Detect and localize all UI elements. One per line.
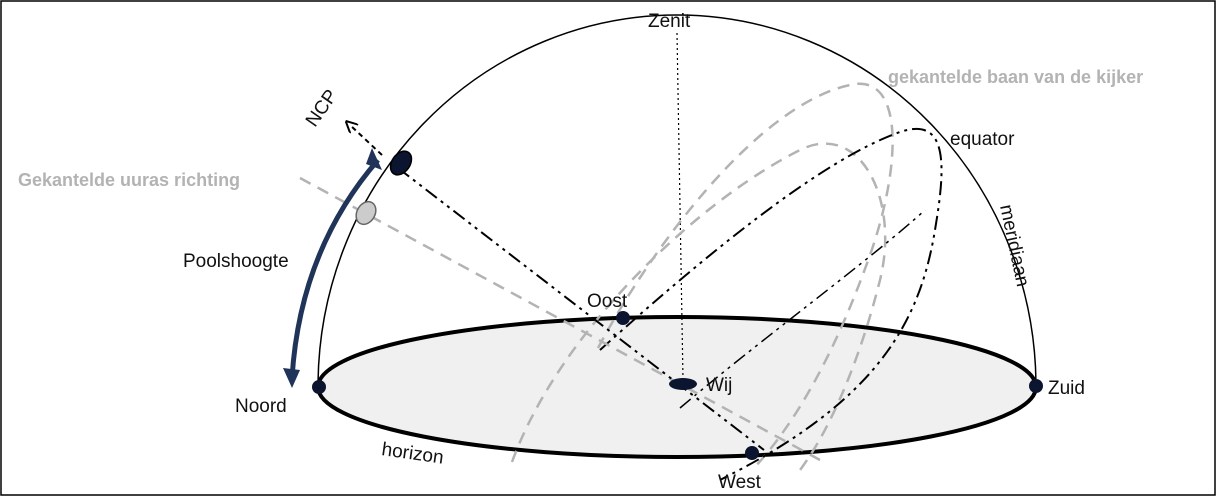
pole-height-label: Poolshoogte xyxy=(183,251,289,272)
tilted-observer-path-back xyxy=(510,142,887,471)
celestial-equator-inner xyxy=(679,209,926,409)
pole-height-arrow-head-top xyxy=(366,148,382,170)
tilted-hour-axis-label: Gekantelde uuras richting xyxy=(18,170,240,190)
meridian-label: meridiaan xyxy=(995,203,1033,289)
tilted-observer-path-label: gekantelde baan van de kijker xyxy=(888,67,1143,87)
west-label: West xyxy=(718,472,762,493)
north-label: Noord xyxy=(235,396,287,417)
equator-label: equator xyxy=(950,129,1015,150)
celestial-pole-marker xyxy=(389,150,413,176)
north-point-marker xyxy=(312,380,326,394)
ncp-arrow xyxy=(350,125,383,156)
ncp-label: NCP xyxy=(302,86,342,131)
south-point-marker xyxy=(1029,379,1043,393)
pole-height-arrow xyxy=(289,158,380,379)
polar-axis-line xyxy=(397,167,765,451)
tilted-pole-marker xyxy=(355,200,377,226)
south-label: Zuid xyxy=(1048,378,1085,399)
tilted-observer-path xyxy=(596,82,894,471)
observer-marker xyxy=(669,378,697,390)
we-label: Wij xyxy=(706,375,732,396)
east-label: Oost xyxy=(587,291,628,312)
west-point-marker xyxy=(745,446,759,460)
horizon-label: horizon xyxy=(380,439,445,468)
pole-height-arrow-head-bottom xyxy=(283,368,300,388)
celestial-equator xyxy=(599,128,943,481)
east-point-marker xyxy=(616,311,630,325)
zenit-label: Zenit xyxy=(648,11,691,32)
